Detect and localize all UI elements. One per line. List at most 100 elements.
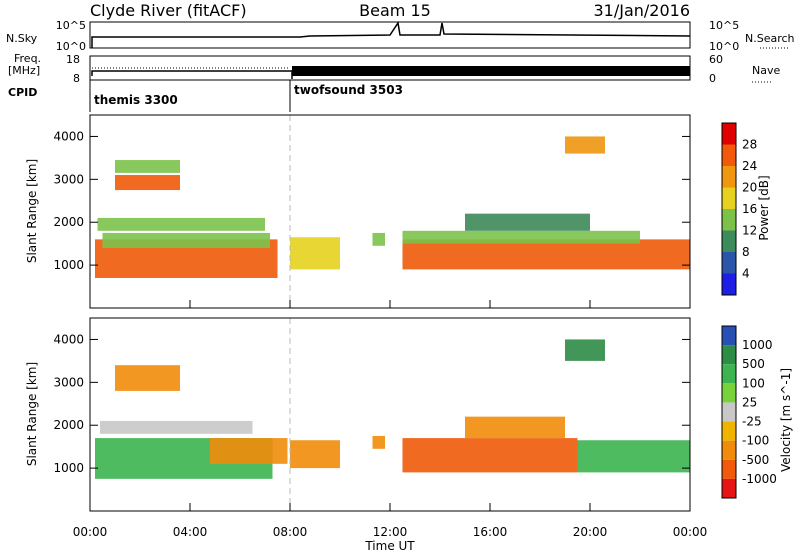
nsearch-label: N.Search: [745, 32, 795, 45]
scatter-region: [577, 440, 690, 473]
y-tick-label: 2000: [53, 215, 84, 229]
y-tick-label: 3000: [53, 172, 84, 186]
nsky-label: N.Sky: [6, 32, 38, 45]
nsearch-tick-bottom: 10^0: [709, 40, 739, 53]
colorbar-swatch: [722, 345, 736, 365]
velocity-heatmap-panel: [95, 318, 690, 511]
nsky-tick-top: 10^5: [56, 19, 86, 32]
colorbar-tick-label: 28: [742, 138, 757, 152]
colorbar-swatch: [722, 209, 736, 231]
scatter-region: [465, 416, 565, 439]
colorbar-tick-label: 4: [742, 267, 750, 281]
colorbar-tick-label: 16: [742, 202, 757, 216]
nave-trace-twofsound: [292, 66, 690, 76]
colorbar-tick-label: -500: [742, 453, 769, 467]
cpid-segment-1: themis 3300: [94, 93, 178, 107]
scatter-region: [402, 230, 640, 244]
time-tick-label: 00:00: [73, 525, 108, 539]
scatter-region: [97, 217, 265, 231]
time-axis-label: Time UT: [364, 539, 415, 553]
scatter-region: [102, 232, 270, 248]
colorbar-swatch: [722, 187, 736, 209]
colorbar-swatch: [722, 459, 736, 479]
y-tick-label: 2000: [53, 418, 84, 432]
nsky-panel-frame: [89, 21, 691, 49]
time-tick-label: 00:00: [673, 525, 708, 539]
power-ylabel: Slant Range [km]: [25, 159, 39, 263]
y-tick-label: 4000: [53, 129, 84, 143]
cpid-segment-2: twofsound 3503: [294, 83, 403, 97]
colorbar-tick-label: 100: [742, 376, 765, 390]
scatter-region: [290, 237, 340, 270]
colorbar-swatch: [722, 123, 736, 145]
colorbar-frame: [721, 122, 737, 296]
power-colorbar-label: Power [dB]: [757, 175, 771, 240]
colorbar-swatch: [722, 478, 736, 498]
time-axis-ticks: 00:00 04:00 08:00 12:00 16:00 20:00 00:00: [73, 300, 708, 539]
colorbar-tick-label: 500: [742, 357, 765, 371]
time-tick-label: 12:00: [373, 525, 408, 539]
scatter-region: [465, 213, 590, 231]
time-tick-label: 16:00: [473, 525, 508, 539]
power-colorbar: 28 24 20 16 12 8 4: [721, 122, 757, 296]
scatter-region: [565, 136, 605, 154]
beam-title: Beam 15: [359, 1, 431, 20]
power-heatmap-panel: [95, 115, 690, 308]
scatter-region: [402, 239, 690, 270]
colorbar-swatch: [722, 383, 736, 403]
freq-label-line2: [MHz]: [8, 64, 40, 77]
velocity-colorbar: 1000 500 100 25 -25 -100 -500 -1000: [721, 325, 777, 499]
power-ytick-labels: 1000 2000 3000 4000: [53, 129, 690, 272]
velocity-ytick-labels: 1000 2000 3000 4000: [53, 332, 690, 475]
freq-tick-bottom: 8: [73, 72, 80, 85]
colorbar-swatch: [722, 230, 736, 252]
colorbar-tick-label: -25: [742, 415, 762, 429]
colorbar-swatch: [722, 144, 736, 166]
colorbar-swatch: [722, 166, 736, 188]
colorbar-tick-label: 20: [742, 181, 757, 195]
colorbar-frame: [721, 325, 737, 499]
colorbar-swatch: [722, 440, 736, 460]
nsky-tick-bottom: 10^0: [56, 40, 86, 53]
colorbar-tick-label: -100: [742, 434, 769, 448]
scatter-region: [565, 339, 605, 361]
scatter-region: [372, 232, 385, 246]
nsky-trace: [91, 21, 691, 48]
velocity-ylabel: Slant Range [km]: [25, 362, 39, 466]
freq-label-line1: Freq.: [14, 52, 41, 65]
time-tick-label: 08:00: [273, 525, 308, 539]
colorbar-tick-label: -1000: [742, 472, 777, 486]
y-tick-label: 3000: [53, 375, 84, 389]
colorbar-tick-label: 12: [742, 224, 757, 238]
velocity-colorbar-label: Velocity [m s^-1]: [779, 368, 793, 472]
colorbar-swatch: [722, 326, 736, 346]
scatter-region: [372, 435, 385, 449]
scatter-region: [210, 438, 288, 464]
colorbar-swatch: [722, 402, 736, 422]
colorbar-swatch: [722, 252, 736, 274]
nave-label: Nave: [752, 64, 780, 77]
colorbar-tick-label: 8: [742, 245, 750, 259]
y-tick-label: 4000: [53, 332, 84, 346]
colorbar-swatch: [722, 273, 736, 295]
colorbar-tick-label: 25: [742, 395, 757, 409]
scatter-region: [402, 438, 578, 473]
colorbar-tick-label: 24: [742, 159, 757, 173]
y-tick-label: 1000: [53, 258, 84, 272]
scatter-region: [115, 365, 180, 391]
y-tick-label: 1000: [53, 461, 84, 475]
freq-tick-top: 18: [66, 53, 80, 66]
time-tick-label: 20:00: [573, 525, 608, 539]
station-title: Clyde River (fitACF): [90, 1, 247, 20]
scatter-region: [100, 420, 253, 434]
colorbar-swatch: [722, 364, 736, 384]
colorbar-swatch: [722, 421, 736, 441]
nave-tick-bottom: 0: [709, 72, 716, 85]
cpid-label: CPID: [8, 86, 37, 99]
scatter-region: [115, 160, 180, 173]
colorbar-tick-label: 1000: [742, 338, 773, 352]
time-tick-label: 04:00: [173, 525, 208, 539]
nave-tick-top: 60: [709, 53, 723, 66]
scatter-region: [115, 175, 180, 191]
nsearch-tick-top: 10^5: [709, 19, 739, 32]
